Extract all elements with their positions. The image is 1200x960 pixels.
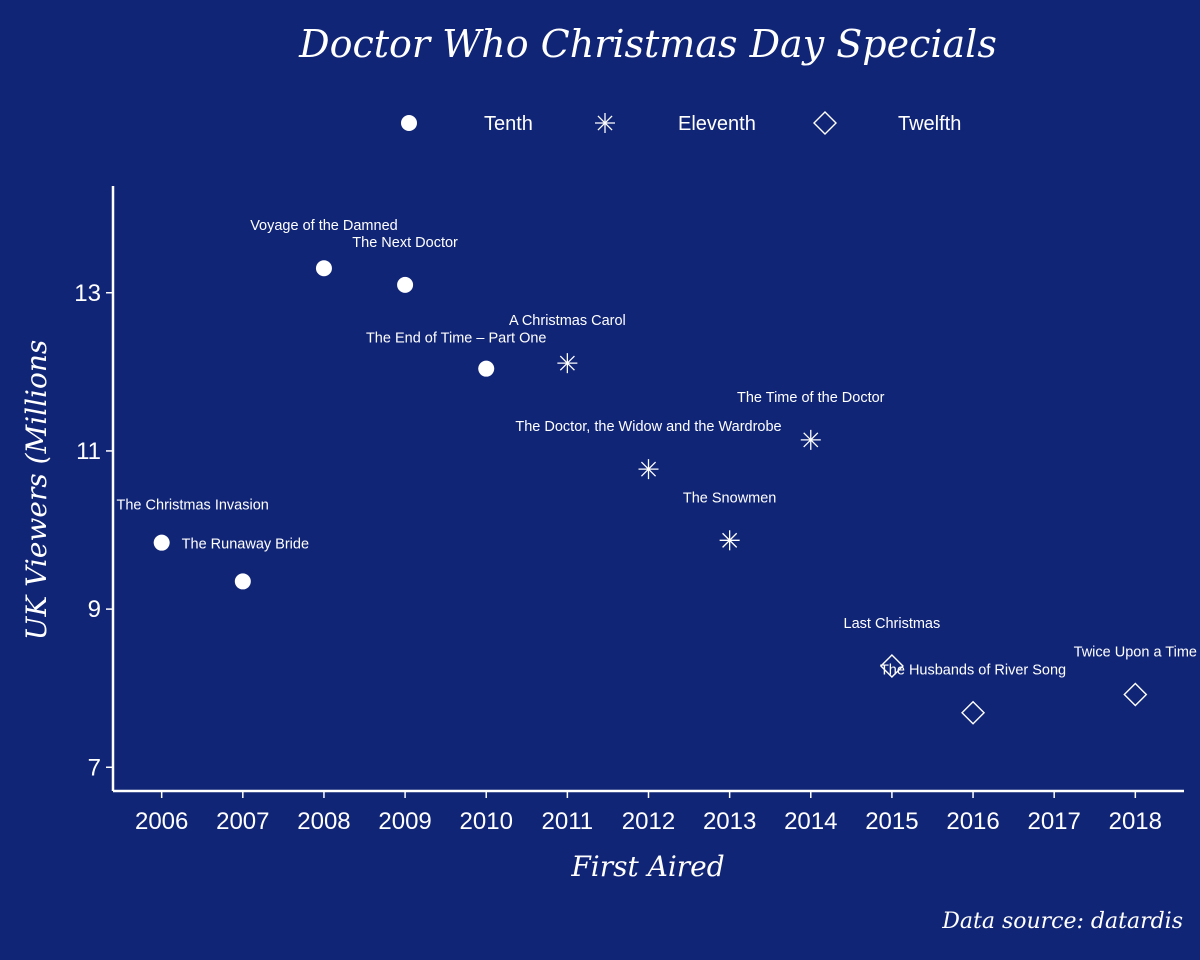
point-label: The Christmas Invasion <box>117 498 269 514</box>
legend: Tenth Eleventh Twelfth <box>401 111 961 135</box>
point-label: The Runaway Bride <box>182 537 309 553</box>
y-tick-label: 7 <box>88 754 101 781</box>
data-point-twelfth <box>961 700 986 725</box>
y-axis-title: UK Viewers (Millions <box>20 340 53 641</box>
data-point-tenth <box>153 534 170 551</box>
chart-title: Doctor Who Christmas Day Specials <box>298 22 997 66</box>
x-tick-label: 2008 <box>297 808 350 835</box>
legend-key-twelfth <box>813 111 837 135</box>
data-point-eleventh <box>638 459 659 480</box>
data-point-eleventh <box>800 429 821 450</box>
point-label: The End of Time – Part One <box>366 331 547 347</box>
point-label: Last Christmas <box>844 616 941 632</box>
data-point-tenth <box>234 573 251 590</box>
x-tick-label: 2007 <box>216 808 269 835</box>
x-tick-label: 2013 <box>703 808 756 835</box>
legend-key-tenth <box>401 115 417 131</box>
point-label: The Husbands of River Song <box>880 663 1066 679</box>
data-point-tenth <box>315 260 332 277</box>
y-tick-label: 13 <box>74 280 101 307</box>
data-point-eleventh <box>557 353 578 374</box>
data-point-eleventh <box>719 530 740 551</box>
point-label: The Time of the Doctor <box>737 390 885 406</box>
point-label: The Next Doctor <box>352 235 458 251</box>
x-tick-label: 2009 <box>378 808 431 835</box>
point-label: Twice Upon a Time <box>1074 645 1197 661</box>
x-tick-label: 2016 <box>946 808 999 835</box>
y-tick-label: 9 <box>88 596 101 623</box>
point-label: Voyage of the Damned <box>250 218 398 234</box>
data-marks <box>153 260 1148 725</box>
x-tick-label: 2018 <box>1109 808 1162 835</box>
point-label: A Christmas Carol <box>509 313 626 329</box>
x-tick-label: 2010 <box>460 808 513 835</box>
point-label: The Doctor, the Widow and the Wardrobe <box>515 419 781 435</box>
x-tick-label: 2015 <box>865 808 918 835</box>
x-tick-label: 2006 <box>135 808 188 835</box>
data-point-tenth <box>397 276 414 293</box>
point-label: The Snowmen <box>683 490 777 506</box>
x-tick-label: 2012 <box>622 808 675 835</box>
legend-label: Eleventh <box>678 113 756 135</box>
data-point-twelfth <box>879 654 904 679</box>
axes: 2006 2007 2008 2009 2010 2011 2012 2013 2014 2015… <box>74 186 1184 835</box>
data-point-tenth <box>478 360 495 377</box>
x-tick-label: 2011 <box>542 808 594 835</box>
point-labels: The Christmas Invasion The Runaway Bride V… <box>117 218 1197 678</box>
x-tick-label: 2017 <box>1027 808 1080 835</box>
data-source-caption: Data source: datardis <box>941 909 1183 934</box>
x-axis-title: First Aired <box>570 850 724 883</box>
legend-key-eleventh <box>595 113 615 133</box>
data-point-twelfth <box>1123 682 1148 707</box>
legend-label: Twelfth <box>898 113 961 135</box>
legend-label: Tenth <box>484 113 533 135</box>
x-tick-label: 2014 <box>784 808 837 835</box>
y-tick-label: 11 <box>76 438 101 465</box>
